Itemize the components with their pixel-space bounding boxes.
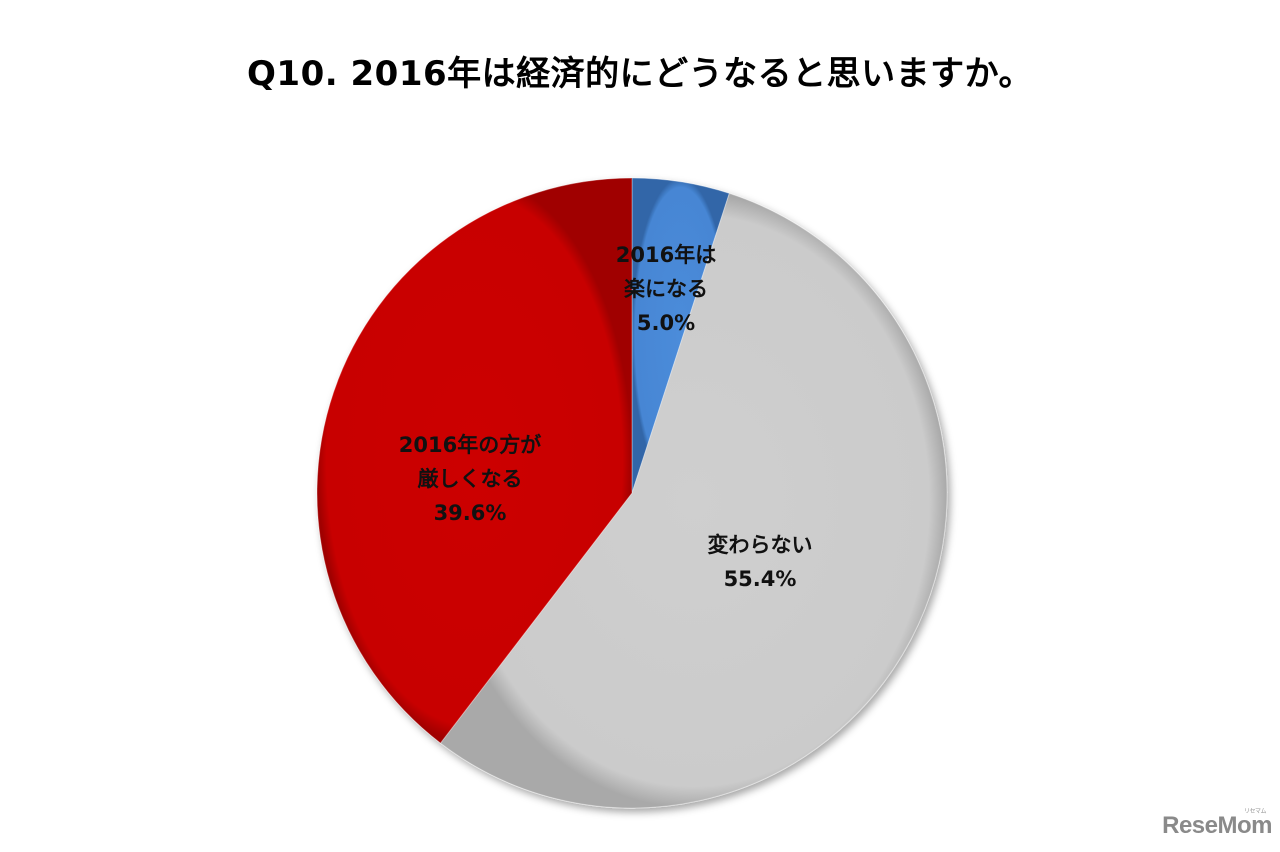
slice-label-easier: 2016年は 楽になる 5.0%: [616, 238, 716, 340]
slice-same: [439, 192, 948, 809]
slice-label-easier-line1: 2016年は: [615, 243, 717, 267]
slice-label-easier-line2: 楽になる: [623, 277, 708, 301]
slice-value-harder: 39.6%: [433, 501, 507, 525]
resemom-logo-kana: リセマム: [1243, 809, 1267, 815]
resemom-logo-text: ReseMom: [1162, 812, 1272, 839]
slice-value-same: 55.4%: [723, 567, 797, 591]
slice-label-harder-line2: 厳しくなる: [417, 467, 523, 491]
chart-title: Q10. 2016年は経済的にどうなると思いますか。: [247, 54, 1033, 94]
slice-label-same: 変わらない 55.4%: [708, 528, 813, 596]
resemom-logo: ReseMom リセマム: [1162, 809, 1272, 840]
slice-label-harder: 2016年の方が 厳しくなる 39.6%: [399, 428, 541, 530]
slice-harder: [316, 177, 633, 744]
slice-label-same-line1: 変わらない: [707, 533, 813, 557]
slice-value-easier: 5.0%: [636, 311, 696, 335]
slice-label-harder-line1: 2016年の方が: [398, 433, 542, 457]
